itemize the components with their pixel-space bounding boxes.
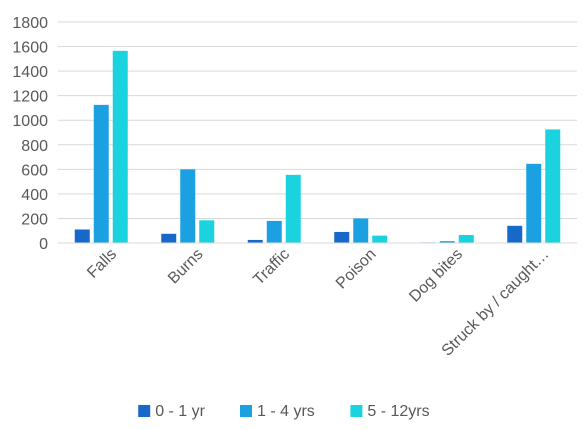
x-category-label: Burns xyxy=(165,246,207,288)
legend-label: 5 - 12yrs xyxy=(367,403,429,420)
bar xyxy=(507,225,523,243)
bar xyxy=(112,50,128,243)
y-tick-label: 400 xyxy=(21,187,48,204)
x-category-label: Dog bites xyxy=(406,246,466,306)
bar xyxy=(93,104,109,243)
bar xyxy=(458,235,474,243)
y-axis-ticks: 0 200 400 600 800 1000 1200 1400 1600 1800 xyxy=(12,15,48,253)
bar xyxy=(353,218,369,243)
bars xyxy=(74,50,561,243)
y-tick-label: 1200 xyxy=(12,89,48,106)
legend-swatch xyxy=(138,405,151,417)
y-tick-label: 1600 xyxy=(12,40,48,57)
bar xyxy=(285,174,301,243)
bar xyxy=(545,129,561,243)
x-category-label: Traffic xyxy=(250,246,293,289)
bar xyxy=(526,163,542,243)
bar xyxy=(439,241,455,243)
bar xyxy=(180,169,196,243)
y-tick-label: 1000 xyxy=(12,113,48,130)
legend-swatch xyxy=(350,405,363,417)
bar xyxy=(334,231,350,243)
legend-label: 1 - 4 yrs xyxy=(257,403,315,420)
legend-swatch xyxy=(240,405,252,417)
legend: 0 - 1 yr 1 - 4 yrs 5 - 12yrs xyxy=(138,403,430,420)
bar xyxy=(247,239,263,243)
y-tick-label: 1400 xyxy=(12,64,48,81)
y-tick-label: 200 xyxy=(21,211,48,228)
y-tick-label: 800 xyxy=(21,138,48,155)
x-category-label: Poison xyxy=(333,246,380,293)
gridlines xyxy=(58,21,577,219)
bar xyxy=(372,235,388,243)
y-tick-label: 0 xyxy=(39,236,48,253)
bar xyxy=(161,233,177,243)
bar xyxy=(74,229,90,243)
y-tick-label: 600 xyxy=(21,162,48,179)
y-tick-label: 1800 xyxy=(12,15,48,32)
bar xyxy=(199,220,215,243)
legend-label: 0 - 1 yr xyxy=(155,403,205,420)
x-category-label: Falls xyxy=(84,246,120,282)
bar xyxy=(266,220,282,243)
